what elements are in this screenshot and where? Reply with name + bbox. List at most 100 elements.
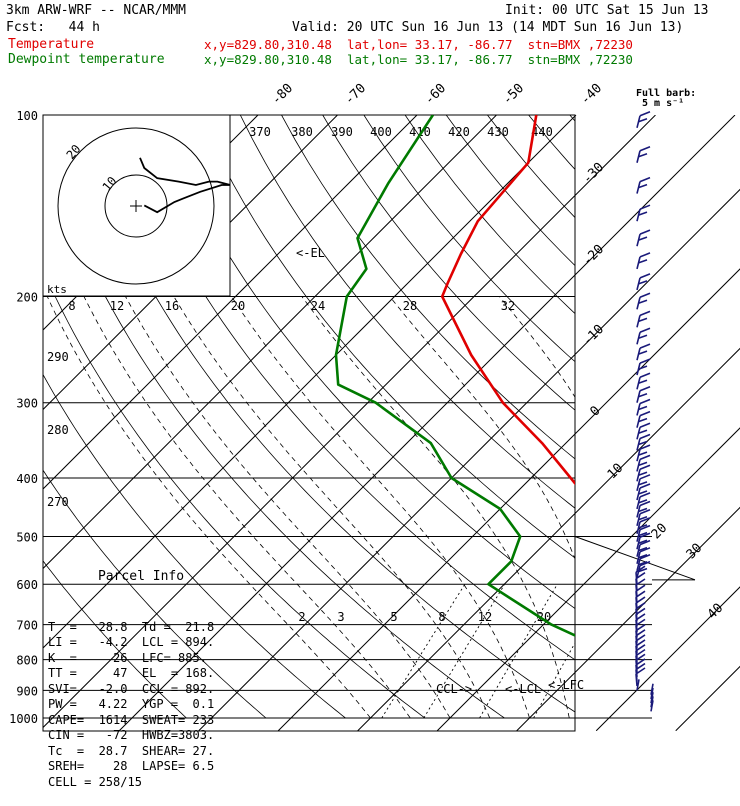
parcel-info-title: Parcel Info bbox=[48, 569, 234, 585]
dry-adiabat-line bbox=[282, 115, 740, 718]
isotherm-line bbox=[517, 115, 740, 731]
wind-barb bbox=[637, 344, 650, 360]
isotherm-line bbox=[358, 115, 740, 731]
isotherm-label: -80 bbox=[269, 81, 296, 108]
wind-barb-flag bbox=[640, 311, 650, 315]
wind-barb-staff bbox=[636, 674, 637, 686]
pressure-tick-label: 600 bbox=[16, 578, 38, 592]
wind-barb bbox=[637, 147, 650, 163]
mixing-ratio-label: 5 bbox=[390, 610, 397, 624]
isotherm-label: -70 bbox=[342, 81, 369, 108]
isotherm-line bbox=[0, 115, 20, 731]
wind-barb bbox=[637, 475, 650, 491]
moist-adiabat-line bbox=[728, 297, 740, 719]
pressure-tick-label: 700 bbox=[16, 619, 38, 633]
adiabat-label: 280 bbox=[47, 423, 69, 437]
wind-barb-flag bbox=[640, 178, 650, 182]
isotherm-label: -20 bbox=[580, 242, 607, 269]
lcl-label: <-LCL bbox=[505, 682, 541, 696]
hodograph-speed-label: 32 bbox=[501, 299, 515, 313]
isotherm-line bbox=[676, 115, 740, 731]
dry-adiabat-line bbox=[735, 115, 740, 718]
mixing-ratio-label: 12 bbox=[478, 610, 492, 624]
adiabat-label: 290 bbox=[47, 350, 69, 364]
wind-barb-flag bbox=[640, 423, 650, 427]
wind-barb bbox=[637, 455, 650, 471]
wind-barb-flag bbox=[640, 344, 650, 348]
wind-barb-flag bbox=[640, 455, 650, 459]
lfc-label: <-LFC bbox=[548, 678, 584, 692]
barb-unit-label: 5 m s⁻¹ bbox=[642, 96, 684, 111]
wind-barb-flag bbox=[640, 465, 650, 469]
pressure-tick-label: 400 bbox=[16, 472, 38, 486]
wind-barb-flag bbox=[640, 230, 650, 234]
outer-frame-edge bbox=[575, 536, 695, 579]
wind-barb-flag bbox=[640, 373, 650, 377]
dry-adiabat-line bbox=[652, 115, 740, 718]
parcel-info-row: K = 26 LFC= 885. bbox=[48, 651, 234, 667]
theta-label: 430 bbox=[487, 125, 509, 139]
isotherm-label: -60 bbox=[422, 81, 449, 108]
wind-barb-flag bbox=[640, 205, 650, 209]
pressure-tick-label: 900 bbox=[16, 684, 38, 698]
isotherm-label: -50 bbox=[500, 81, 527, 108]
moist-adiabat-line bbox=[302, 297, 569, 719]
wind-barb-flag bbox=[640, 399, 650, 403]
mixing-ratio-line bbox=[382, 584, 465, 718]
parcel-info-row: CIN = -72 HWBZ=3803. bbox=[48, 728, 234, 744]
parcel-info-row: CAPE= 1614 SWEAT= 233 bbox=[48, 713, 234, 729]
wind-barb-flag bbox=[640, 412, 650, 416]
wind-barb-flag bbox=[640, 293, 650, 297]
el-label: <-EL bbox=[296, 246, 325, 260]
wind-barb bbox=[637, 205, 650, 221]
dry-adiabat-line bbox=[693, 115, 740, 718]
wind-barb bbox=[637, 178, 650, 194]
isotherm-label: -40 bbox=[578, 81, 605, 108]
wind-barb bbox=[637, 484, 650, 500]
wind-barb-flag bbox=[640, 484, 650, 488]
hodograph-speed-label: 28 bbox=[403, 299, 417, 313]
moist-adiabat-line bbox=[232, 297, 530, 719]
theta-label: 400 bbox=[370, 125, 392, 139]
wind-barb-flag bbox=[640, 112, 650, 116]
parcel-info-row: SREH= 28 LAPSE= 6.5 bbox=[48, 759, 234, 775]
parcel-info-row: SVI= -2.0 CCL = 892. bbox=[48, 682, 234, 698]
dry-adiabat-line bbox=[364, 115, 740, 718]
wind-barb-flag bbox=[640, 434, 650, 438]
pressure-tick-label: 1000 bbox=[9, 712, 38, 726]
dry-adiabat-line bbox=[611, 115, 740, 718]
wind-barb-flag bbox=[640, 475, 650, 479]
isotherm-label: 0 bbox=[587, 403, 603, 419]
wind-barb bbox=[637, 328, 650, 344]
mixing-ratio-label: 3 bbox=[337, 610, 344, 624]
wind-barb-flag bbox=[640, 387, 650, 391]
ccl-label: CCL-> bbox=[436, 682, 472, 696]
wind-barb bbox=[637, 112, 650, 128]
wind-barb-flag bbox=[640, 274, 650, 278]
isotherm-label: 20 bbox=[649, 521, 671, 543]
hodograph-speed-label: 20 bbox=[231, 299, 245, 313]
pressure-tick-label: 800 bbox=[16, 654, 38, 668]
parcel-info-row: LI = -4.2 LCL = 894. bbox=[48, 635, 234, 651]
mixing-ratio-label: 8 bbox=[438, 610, 445, 624]
theta-label: 370 bbox=[249, 125, 271, 139]
hodograph-speed-label: 12 bbox=[110, 299, 124, 313]
adiabat-label: 270 bbox=[47, 495, 69, 509]
wind-barb-flag bbox=[640, 328, 650, 332]
wind-barb bbox=[637, 465, 650, 481]
isotherm-label: 10 bbox=[605, 461, 627, 483]
wind-barb-flag bbox=[640, 147, 650, 151]
wind-barb-flag bbox=[640, 253, 650, 257]
parcel-info-row: CELL = 258/15 bbox=[48, 775, 234, 791]
dry-adiabat-line bbox=[405, 115, 740, 718]
hodograph-speed-label: 8 bbox=[68, 299, 75, 313]
mixing-ratio-line bbox=[647, 584, 715, 718]
parcel-info-row: PW = 4.22 YGP = 0.1 bbox=[48, 697, 234, 713]
pressure-tick-label: 500 bbox=[16, 530, 38, 544]
isotherm-line bbox=[437, 115, 740, 731]
dry-adiabat-line bbox=[199, 115, 740, 718]
parcel-info-row: T = 28.8 Td = 21.8 bbox=[48, 620, 234, 636]
isotherm-label: 30 bbox=[684, 541, 706, 563]
theta-label: 380 bbox=[291, 125, 313, 139]
